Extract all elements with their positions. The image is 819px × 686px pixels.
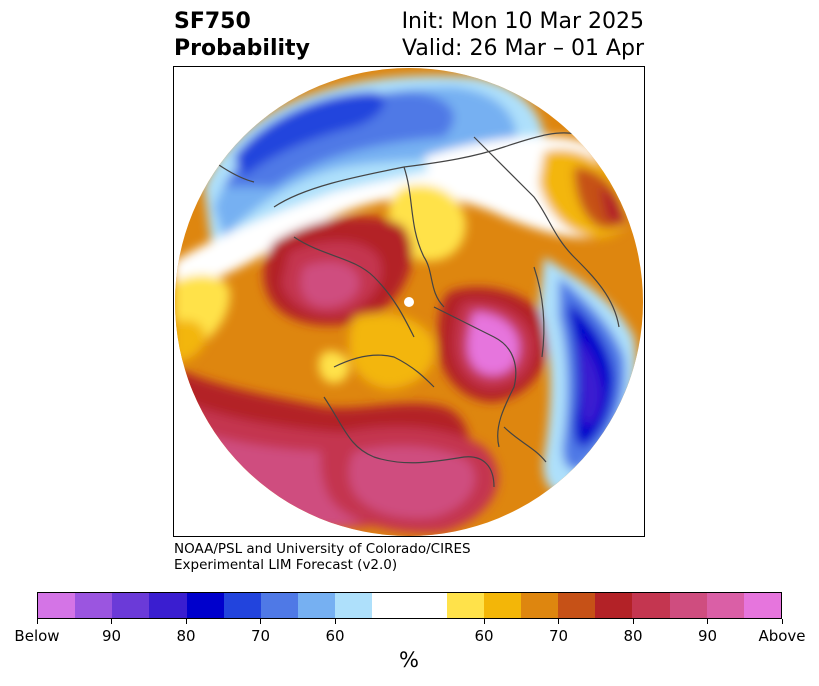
colorbar-segment: [521, 593, 559, 618]
colorbar-segment: [260, 593, 299, 618]
colorbar-segment: [186, 593, 224, 618]
colorbar-tick-label: 70: [548, 627, 569, 645]
colorbar-segment: [595, 593, 633, 618]
colorbar-segment: [372, 593, 447, 618]
colorbar-tick-label: 80: [623, 627, 643, 645]
colorbar-tick: [111, 619, 112, 624]
colorbar-tick: [781, 619, 783, 624]
product-title: Probability: [174, 36, 310, 61]
colorbar-segment: [446, 593, 484, 618]
polar-map-graphic: [175, 68, 643, 536]
north-pole-marker: [404, 297, 414, 307]
colorbar: [37, 592, 782, 619]
colorbar-segment: [632, 593, 670, 618]
colorbar-tick-label: 80: [176, 627, 196, 645]
colorbar-segment: [112, 593, 150, 618]
colorbar-segment: [483, 593, 522, 618]
colorbar-tick: [558, 619, 559, 624]
colorbar-segment: [149, 593, 187, 618]
coastlines: [193, 132, 620, 488]
credit-line-1: NOAA/PSL and University of Colorado/CIRE…: [174, 541, 471, 557]
valid-range: Valid: 26 Mar – 01 Apr: [402, 36, 644, 61]
probability-map: [173, 66, 645, 537]
colorbar-unit-label: %: [399, 648, 419, 672]
chart-title-left: SF750 Probability: [174, 8, 310, 62]
colorbar-segment: [38, 593, 76, 618]
colorbar-segment: [75, 593, 113, 618]
colorbar-segment: [335, 593, 373, 618]
colorbar-tick: [632, 619, 634, 624]
colorbar-segment: [743, 593, 782, 618]
colorbar-tick-label: 70: [250, 627, 271, 645]
colorbar-tick: [707, 619, 708, 624]
colorbar-segment: [298, 593, 336, 618]
colorbar-tick: [36, 619, 38, 624]
credit-line-2: Experimental LIM Forecast (v2.0): [174, 557, 398, 573]
colorbar-segment: [706, 593, 744, 618]
colorbar-segment: [223, 593, 261, 618]
colorbar-tick-label: Below: [14, 627, 60, 645]
chart-title-right: Init: Mon 10 Mar 2025 Valid: 26 Mar – 01…: [402, 8, 644, 62]
colorbar-tick: [483, 619, 485, 624]
colorbar-tick-label: 90: [697, 627, 718, 645]
init-date: Init: Mon 10 Mar 2025: [401, 9, 644, 34]
colorbar-segment: [558, 593, 596, 618]
variable-title: SF750: [174, 9, 251, 34]
credit-text: NOAA/PSL and University of Colorado/CIRE…: [174, 541, 471, 573]
colorbar-tick: [260, 619, 261, 624]
colorbar-tick: [185, 619, 187, 624]
colorbar-tick-label: 60: [325, 627, 345, 645]
colorbar-tick-label: Above: [758, 627, 806, 645]
colorbar-segment: [669, 593, 707, 618]
colorbar-tick-label: 90: [101, 627, 122, 645]
colorbar-tick: [334, 619, 336, 624]
colorbar-tick-label: 60: [474, 627, 494, 645]
